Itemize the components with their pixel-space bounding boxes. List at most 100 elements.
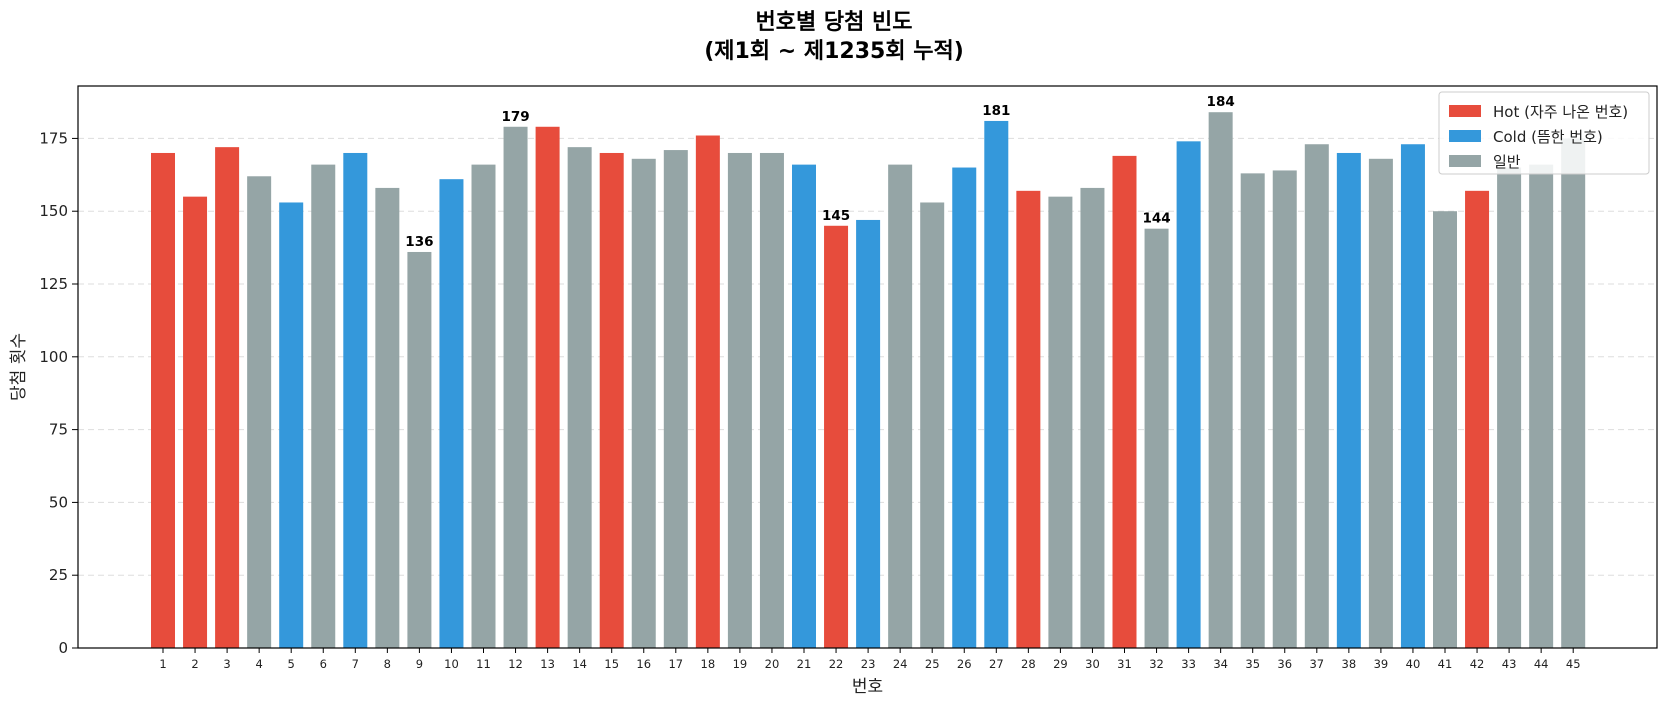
y-tick-label: 50 (49, 493, 68, 511)
bar-17 (663, 150, 688, 648)
bar-14 (567, 147, 592, 648)
bar-41 (1433, 211, 1457, 648)
bar-37 (1304, 144, 1329, 648)
y-tick-label: 125 (39, 275, 68, 293)
y-tick-label: 175 (39, 129, 68, 147)
legend-label-cold: Cold (뜸한 번호) (1493, 128, 1603, 146)
bar-13 (535, 126, 560, 648)
x-tick-label: 44 (1534, 657, 1549, 671)
bar-10 (439, 179, 464, 649)
data-label: 184 (1207, 94, 1235, 110)
x-tick-label: 42 (1470, 657, 1485, 671)
bar-9 (407, 251, 432, 648)
bar-15 (599, 152, 624, 648)
x-tick-label: 34 (1213, 657, 1228, 671)
bar-35 (1240, 173, 1265, 648)
legend-label-hot: Hot (자주 나온 번호) (1493, 103, 1628, 121)
chart-title: 번호별 당첨 빈도 (제1회 ~ 제1235회 누적) (704, 10, 964, 64)
bar-12 (503, 126, 528, 648)
plot-area (77, 85, 1658, 649)
x-tick-label: 6 (320, 657, 327, 671)
x-tick-label: 8 (384, 657, 391, 671)
bar-30 (1080, 187, 1105, 648)
legend-swatch-cold (1449, 130, 1481, 142)
y-tick-label: 0 (58, 639, 68, 657)
bar-34 (1208, 112, 1233, 648)
bar-2 (183, 196, 208, 649)
x-tick-label: 36 (1277, 657, 1292, 671)
bar-33 (1176, 141, 1201, 649)
bar-19 (727, 152, 752, 648)
bar-29 (1048, 196, 1073, 649)
x-tick-label: 23 (861, 657, 876, 671)
bar-44 (1529, 164, 1554, 648)
x-tick-label: 43 (1502, 657, 1517, 671)
x-tick-label: 9 (416, 657, 423, 671)
bar-8 (375, 187, 400, 648)
bar-31 (1112, 155, 1137, 648)
bar-16 (631, 158, 656, 649)
bar-32 (1144, 228, 1169, 648)
bars (151, 112, 1586, 649)
x-tick-label: 27 (989, 657, 1004, 671)
bar-28 (1016, 190, 1041, 648)
bar-5 (279, 202, 304, 648)
x-tick-label: 41 (1438, 657, 1453, 671)
x-tick-label: 4 (255, 657, 262, 671)
bar-7 (343, 152, 368, 648)
x-tick-label: 18 (701, 657, 716, 671)
bar-25 (920, 202, 945, 648)
x-tick-label: 16 (636, 657, 651, 671)
bar-1 (151, 152, 175, 648)
y-tick-label: 100 (39, 348, 68, 366)
data-label: 145 (822, 208, 850, 224)
bar-6 (311, 164, 336, 648)
y-axis: 0 25 50 75 100 125 150 175 (39, 129, 78, 657)
legend-swatch-normal (1449, 155, 1481, 167)
x-tick-label: 14 (572, 657, 587, 671)
x-tick-label: 17 (668, 657, 683, 671)
bar-43 (1497, 167, 1522, 648)
y-tick-label: 25 (49, 566, 68, 584)
legend-box (1438, 91, 1650, 175)
x-tick-label: 12 (508, 657, 523, 671)
bar-38 (1336, 152, 1361, 648)
bar-40 (1400, 144, 1425, 648)
x-tick-label: 11 (476, 657, 491, 671)
legend-label-normal: 일반 (1493, 153, 1521, 171)
x-tick-label: 29 (1053, 657, 1068, 671)
x-tick-label: 13 (540, 657, 555, 671)
bar-21 (792, 164, 816, 648)
bar-36 (1272, 170, 1297, 648)
bar-39 (1368, 158, 1393, 649)
x-tick-label: 15 (604, 657, 619, 671)
x-tick-label: 31 (1117, 657, 1132, 671)
x-tick-label: 26 (957, 657, 972, 671)
chart-title-line-2: (제1회 ~ 제1235회 누적) (704, 39, 964, 64)
x-tick-label: 33 (1181, 657, 1196, 671)
chart-title-line-1: 번호별 당첨 빈도 (756, 10, 913, 35)
x-tick-label: 28 (1021, 657, 1036, 671)
data-label: 144 (1142, 211, 1170, 227)
x-tick-label: 3 (223, 657, 230, 671)
x-axis-label: 번호 (852, 677, 883, 697)
data-label: 181 (982, 103, 1010, 119)
x-tick-label: 24 (893, 657, 908, 671)
bar-23 (856, 219, 881, 648)
bar-4 (247, 176, 272, 649)
x-tick-label: 32 (1149, 657, 1164, 671)
x-tick-label: 45 (1566, 657, 1581, 671)
y-tick-label: 75 (49, 421, 68, 439)
x-tick-label: 2 (191, 657, 198, 671)
bar-11 (471, 164, 496, 648)
x-tick-label: 10 (444, 657, 459, 671)
bar-20 (759, 152, 784, 648)
y-axis-label: 당첨 횟수 (9, 333, 29, 401)
x-tick-label: 20 (765, 657, 780, 671)
legend-swatch-hot (1449, 105, 1481, 117)
x-tick-label: 1 (159, 657, 166, 671)
x-tick-label: 35 (1245, 657, 1260, 671)
bar-22 (824, 225, 849, 648)
data-labels: 136 179 145 181 144 184 (405, 94, 1234, 250)
